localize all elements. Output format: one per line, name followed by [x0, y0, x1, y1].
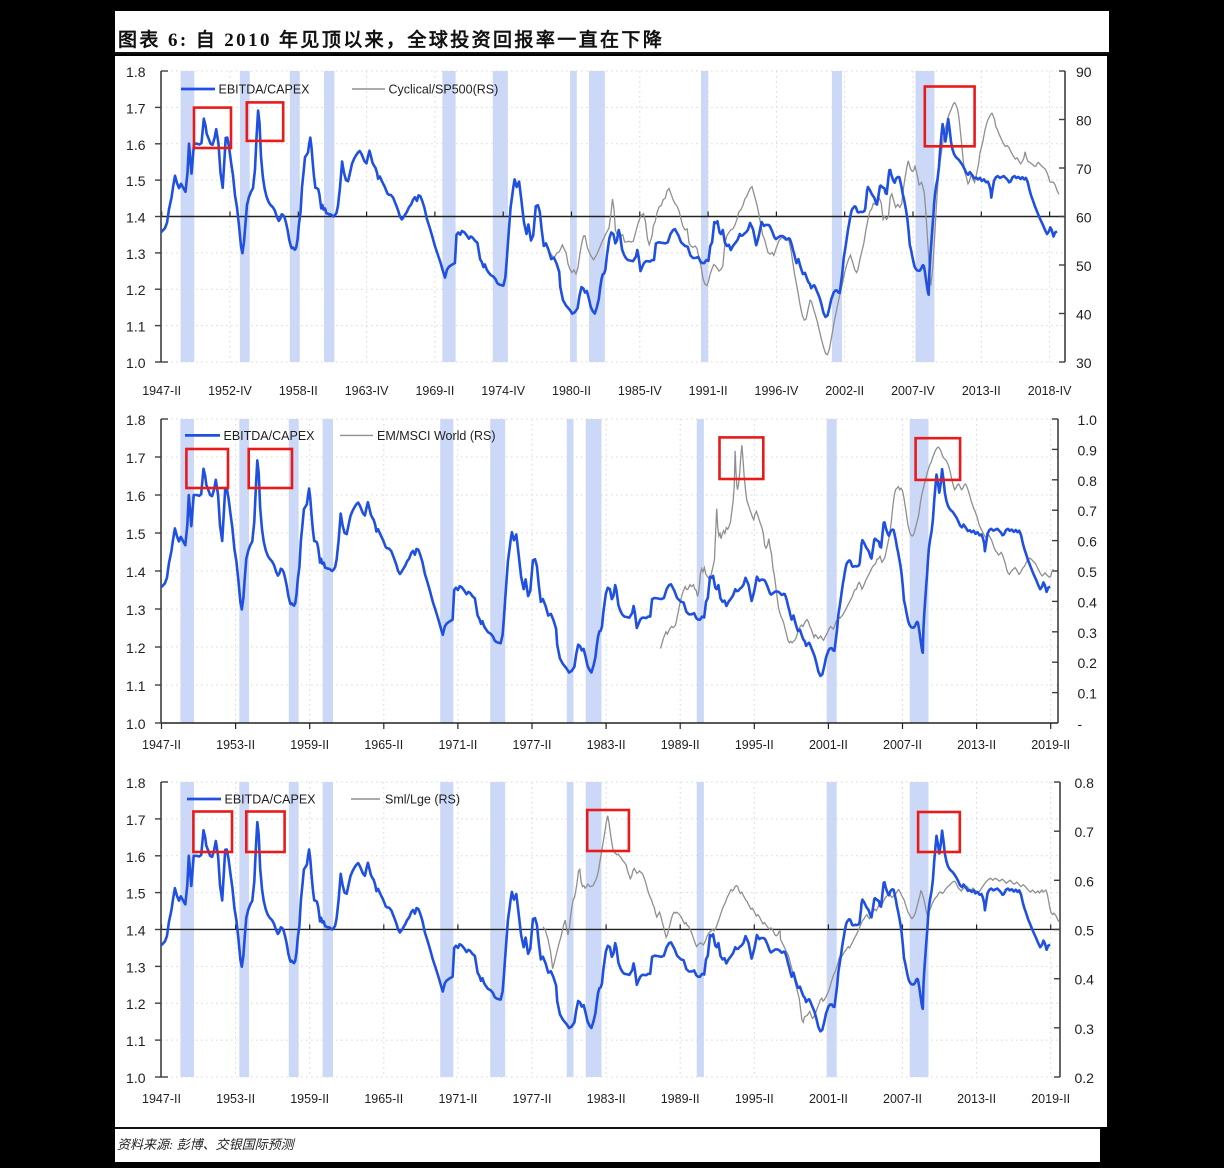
svg-text:1.3: 1.3	[126, 246, 146, 262]
svg-text:1.7: 1.7	[126, 100, 146, 116]
svg-text:0.4: 0.4	[1075, 972, 1095, 988]
svg-text:0.8: 0.8	[1078, 473, 1098, 489]
svg-text:80: 80	[1076, 113, 1092, 129]
svg-text:1983-II: 1983-II	[587, 738, 626, 752]
svg-text:0.7: 0.7	[1075, 824, 1095, 840]
svg-text:1963-IV: 1963-IV	[345, 384, 389, 398]
svg-text:1971-II: 1971-II	[438, 1092, 477, 1106]
svg-text:0.8: 0.8	[1075, 775, 1095, 791]
svg-text:50: 50	[1076, 258, 1092, 274]
svg-text:Cyclical/SP500(RS): Cyclical/SP500(RS)	[389, 83, 499, 97]
svg-text:0.3: 0.3	[1078, 625, 1098, 641]
svg-text:EBITDA/CAPEX: EBITDA/CAPEX	[219, 83, 311, 97]
svg-text:1.8: 1.8	[126, 775, 146, 791]
svg-text:0.9: 0.9	[1078, 442, 1098, 458]
svg-text:1.7: 1.7	[126, 812, 146, 828]
svg-text:1995-II: 1995-II	[735, 1092, 774, 1106]
svg-text:1.6: 1.6	[126, 137, 146, 153]
svg-text:1985-IV: 1985-IV	[618, 384, 662, 398]
svg-text:1.8: 1.8	[126, 412, 146, 428]
svg-text:1953-II: 1953-II	[216, 1092, 255, 1106]
svg-text:1.4: 1.4	[126, 564, 146, 580]
svg-text:1.0: 1.0	[126, 1070, 146, 1086]
svg-text:1989-II: 1989-II	[661, 738, 700, 752]
svg-text:30: 30	[1076, 355, 1092, 371]
svg-text:1947-II: 1947-II	[142, 1092, 181, 1106]
svg-text:0.3: 0.3	[1075, 1021, 1095, 1037]
svg-text:2019-II: 2019-II	[1031, 1092, 1070, 1106]
svg-text:1.3: 1.3	[126, 959, 146, 975]
svg-text:1947-II: 1947-II	[142, 738, 181, 752]
svg-text:0.5: 0.5	[1075, 923, 1095, 939]
svg-text:1.6: 1.6	[126, 849, 146, 865]
svg-text:1983-II: 1983-II	[587, 1092, 626, 1106]
svg-text:EBITDA/CAPEX: EBITDA/CAPEX	[224, 429, 316, 443]
svg-text:1.2: 1.2	[126, 996, 146, 1012]
svg-text:1.6: 1.6	[126, 488, 146, 504]
svg-text:1980-II: 1980-II	[552, 384, 591, 398]
svg-text:1974-IV: 1974-IV	[481, 384, 525, 398]
svg-text:1.2: 1.2	[126, 282, 146, 298]
svg-text:0.6: 0.6	[1078, 534, 1098, 550]
svg-text:1959-II: 1959-II	[290, 1092, 329, 1106]
svg-text:1.0: 1.0	[1078, 412, 1098, 428]
svg-text:0.1: 0.1	[1078, 686, 1098, 702]
svg-text:1969-II: 1969-II	[415, 384, 454, 398]
svg-text:1952-IV: 1952-IV	[208, 384, 252, 398]
svg-text:1971-II: 1971-II	[438, 738, 477, 752]
svg-text:2013-II: 2013-II	[957, 1092, 996, 1106]
svg-text:1996-IV: 1996-IV	[755, 384, 799, 398]
svg-text:2002-II: 2002-II	[825, 384, 864, 398]
svg-text:0.6: 0.6	[1075, 873, 1095, 889]
svg-text:0.4: 0.4	[1078, 594, 1098, 610]
svg-text:1995-II: 1995-II	[735, 738, 774, 752]
svg-text:1.4: 1.4	[126, 210, 146, 226]
svg-text:1.3: 1.3	[126, 602, 146, 618]
svg-text:60: 60	[1076, 210, 1092, 226]
svg-text:1959-II: 1959-II	[290, 738, 329, 752]
svg-text:1.8: 1.8	[126, 64, 146, 80]
svg-text:1.1: 1.1	[126, 1033, 146, 1049]
svg-text:1.1: 1.1	[126, 319, 146, 335]
svg-text:1.5: 1.5	[126, 526, 146, 542]
svg-text:1965-II: 1965-II	[364, 1092, 403, 1106]
svg-text:1965-II: 1965-II	[364, 738, 403, 752]
svg-text:1991-II: 1991-II	[689, 384, 728, 398]
svg-text:2007-IV: 2007-IV	[891, 384, 935, 398]
svg-text:1977-II: 1977-II	[513, 1092, 552, 1106]
svg-text:2018-IV: 2018-IV	[1028, 384, 1072, 398]
svg-text:1977-II: 1977-II	[513, 738, 552, 752]
svg-text:Sml/Lge (RS): Sml/Lge (RS)	[385, 793, 460, 807]
svg-text:EM/MSCI World (RS): EM/MSCI World (RS)	[377, 429, 496, 443]
svg-text:90: 90	[1076, 64, 1092, 80]
svg-text:2013-II: 2013-II	[957, 738, 996, 752]
svg-text:1.0: 1.0	[126, 355, 146, 371]
svg-text:1.4: 1.4	[126, 923, 146, 939]
svg-text:1.5: 1.5	[126, 886, 146, 902]
svg-text:EBITDA/CAPEX: EBITDA/CAPEX	[225, 793, 317, 807]
svg-text:0.2: 0.2	[1078, 655, 1098, 671]
svg-text:2013-II: 2013-II	[962, 384, 1001, 398]
svg-text:2007-II: 2007-II	[883, 738, 922, 752]
svg-text:2001-II: 2001-II	[809, 1092, 848, 1106]
svg-text:1989-II: 1989-II	[661, 1092, 700, 1106]
svg-text:-: -	[1078, 716, 1083, 732]
svg-text:0.2: 0.2	[1075, 1070, 1095, 1086]
svg-text:1.2: 1.2	[126, 640, 146, 656]
svg-text:0.7: 0.7	[1078, 503, 1098, 519]
svg-text:0.5: 0.5	[1078, 564, 1098, 580]
svg-text:70: 70	[1076, 161, 1092, 177]
svg-text:1953-II: 1953-II	[216, 738, 255, 752]
svg-text:1.1: 1.1	[126, 678, 146, 694]
svg-text:2007-II: 2007-II	[883, 1092, 922, 1106]
svg-text:1947-II: 1947-II	[142, 384, 181, 398]
svg-text:2019-II: 2019-II	[1031, 738, 1070, 752]
svg-text:1.5: 1.5	[126, 173, 146, 189]
svg-text:40: 40	[1076, 307, 1092, 323]
svg-text:1.0: 1.0	[126, 716, 146, 732]
svg-text:2001-II: 2001-II	[809, 738, 848, 752]
svg-text:1958-II: 1958-II	[279, 384, 318, 398]
svg-text:1.7: 1.7	[126, 450, 146, 466]
